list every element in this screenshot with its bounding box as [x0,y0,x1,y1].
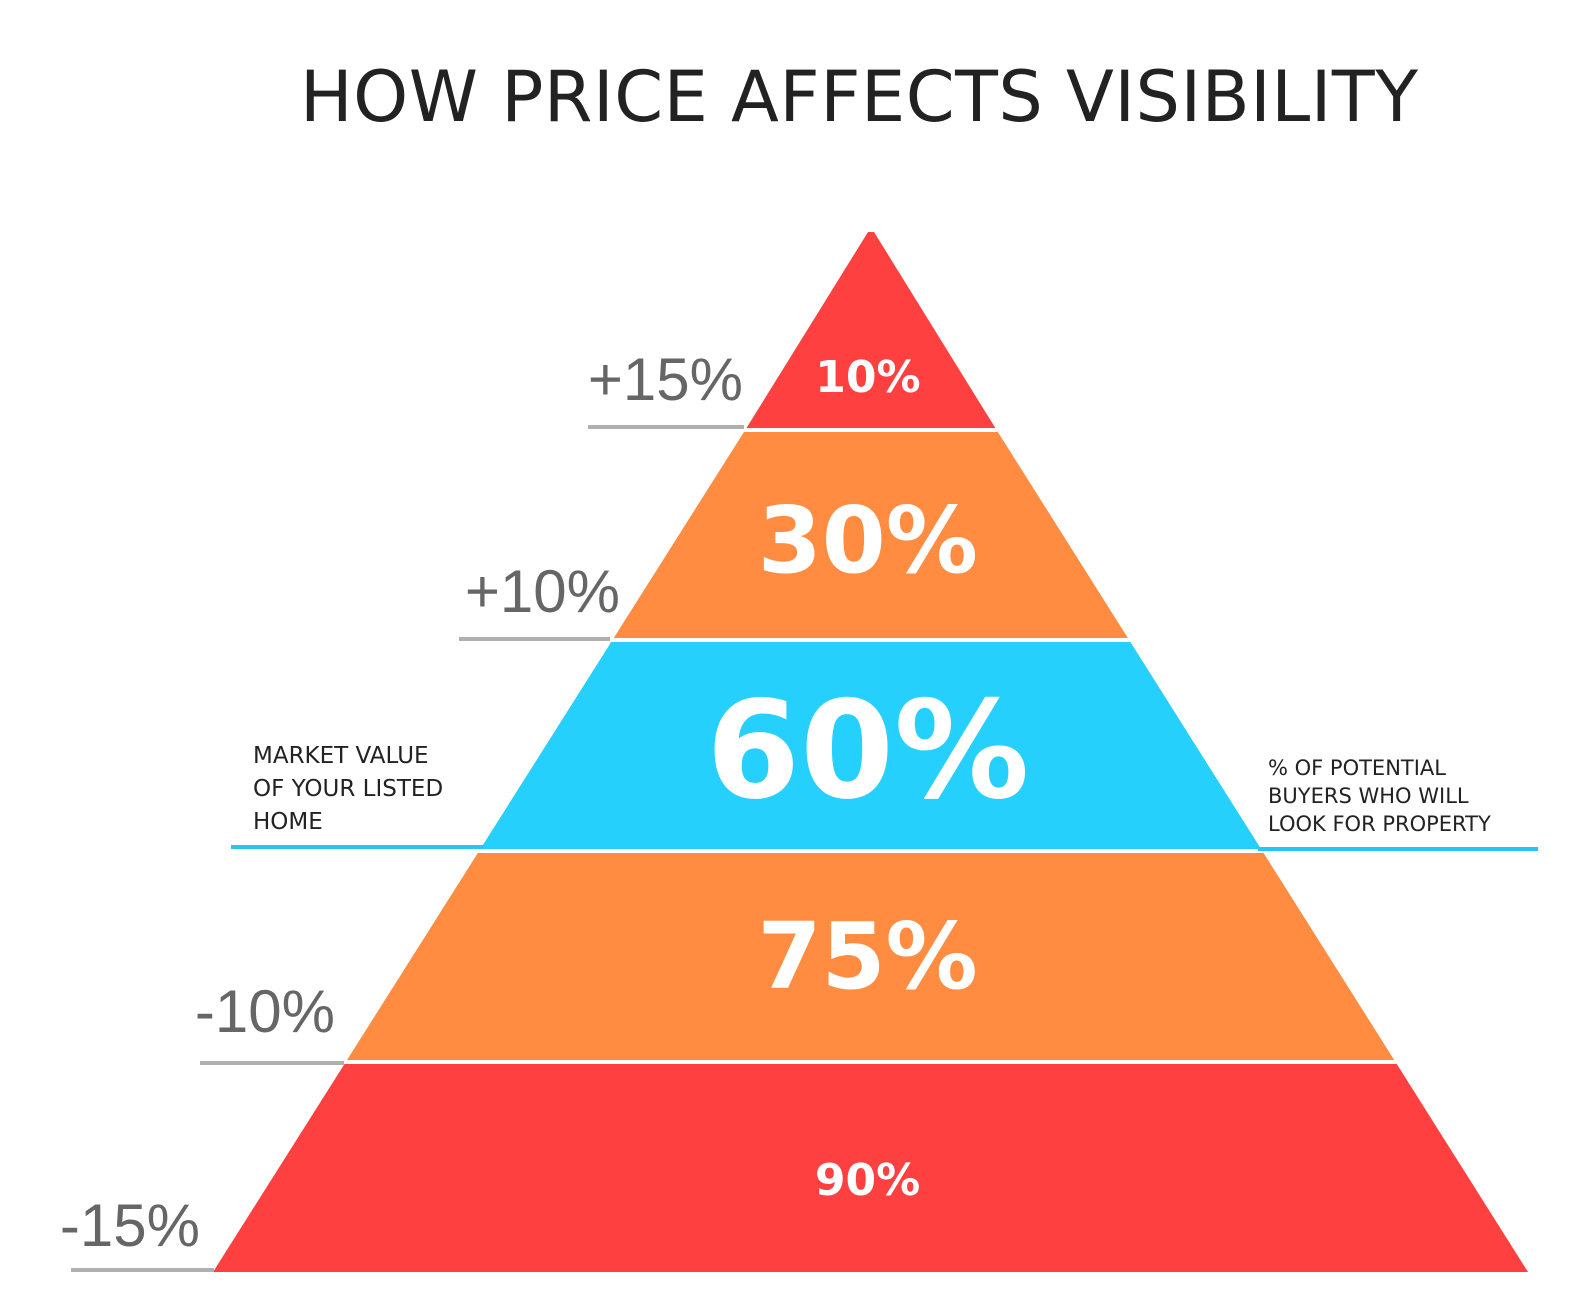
tier-percentage: 75% [758,903,978,1010]
tier-percentage: 60% [706,672,1029,829]
buyers-note-line: BUYERS WHO WILL [1268,784,1469,808]
price-label-minus-15: -15% [59,1192,200,1259]
market-value-note: MARKET VALUE OF YOUR LISTED HOME [253,740,443,839]
tier-percentage: 30% [758,487,978,594]
buyers-note-line: LOOK FOR PROPERTY [1268,812,1491,836]
market-value-note-line: OF YOUR LISTED [253,776,444,802]
market-value-note-line: HOME [253,809,323,835]
tier-percentage: 90% [815,1155,920,1206]
pyramid-tier [613,432,1128,638]
tier-percentage: 10% [815,352,920,403]
page-title: HOW PRICE AFFECTS VISIBILITY [300,56,1419,138]
buyers-note: % OF POTENTIAL BUYERS WHO WILL LOOK FOR … [1268,754,1491,838]
price-label-plus-15: +15% [587,346,743,413]
pyramid-tier [480,642,1262,849]
price-label-minus-10: -10% [194,978,335,1045]
pyramid-tier [213,1064,1528,1272]
market-value-note-line: MARKET VALUE [253,743,429,769]
pyramid-tier [347,853,1395,1060]
buyers-note-line: % OF POTENTIAL [1268,756,1446,780]
pyramid-tier [746,232,996,428]
price-label-plus-10: +10% [464,558,620,625]
